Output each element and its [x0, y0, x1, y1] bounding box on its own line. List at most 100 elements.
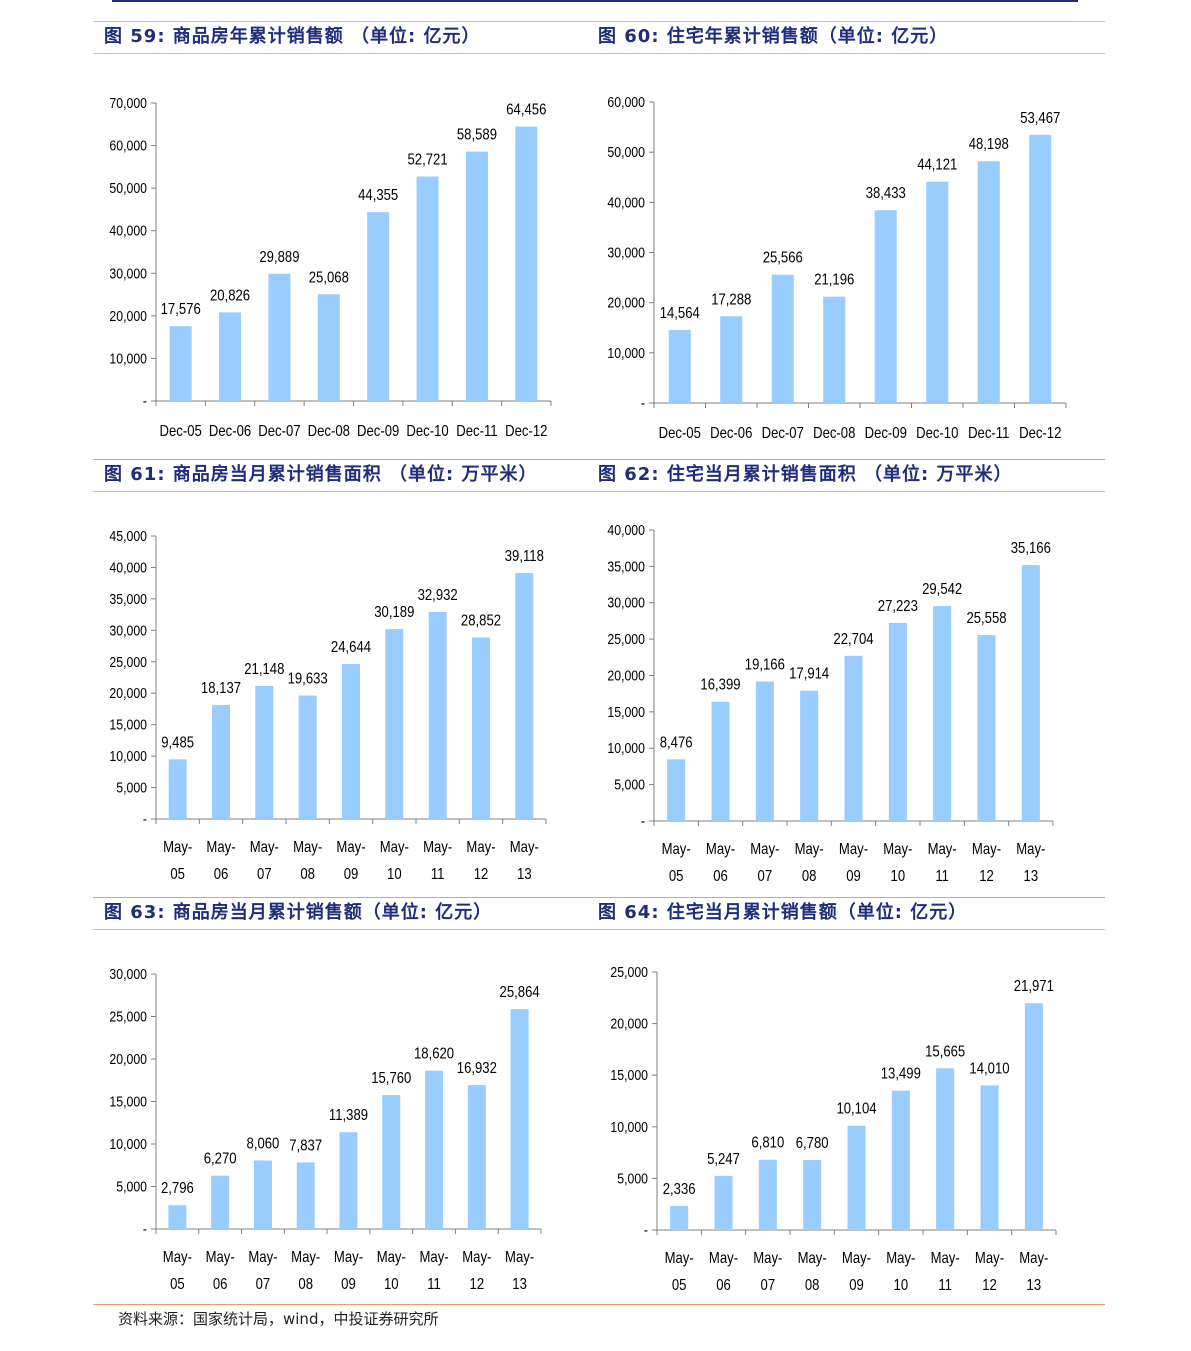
figure-63-title: 图 63: 商品房当月累计销售额（单位: 亿元）: [104, 902, 493, 923]
x-tick-label: 13: [517, 866, 532, 883]
x-tick-label: May-: [293, 839, 322, 856]
bar: [472, 637, 490, 819]
bar-value-label: 9,485: [161, 734, 194, 751]
bar-value-label: 22,704: [833, 631, 873, 648]
x-tick-label: May-: [928, 841, 957, 858]
x-tick-label: Dec-06: [710, 425, 752, 442]
y-tick-label: 30,000: [607, 244, 645, 260]
x-tick-label: 06: [716, 1277, 731, 1294]
x-tick-label: 06: [713, 868, 728, 885]
bar: [268, 273, 291, 401]
x-tick-label: 11: [431, 866, 445, 883]
bar: [515, 572, 534, 819]
x-tick-label: 13: [1027, 1277, 1042, 1294]
bar-value-label: 6,780: [796, 1135, 829, 1152]
bar: [844, 655, 863, 821]
bar: [668, 329, 691, 403]
x-tick-label: 12: [979, 868, 994, 885]
bar: [168, 1205, 187, 1229]
x-tick-label: Dec-10: [406, 423, 448, 440]
chart-60: - 10,000 20,000 30,000 40,000 50,000 60,000 14,…: [588, 80, 1088, 452]
y-tick-label: 10,000: [109, 748, 147, 764]
x-tick-label: 12: [470, 1276, 485, 1293]
bar: [317, 294, 340, 401]
x-tick-label: 07: [256, 1276, 271, 1293]
y-tick-label: 30,000: [607, 595, 645, 611]
section-3-top-rule: [93, 897, 1105, 898]
x-tick-label: May-: [419, 1249, 448, 1266]
x-tick-label: May-: [886, 1250, 915, 1267]
y-tick-label: 10,000: [607, 740, 645, 756]
chart-62: - 5,000 10,000 15,000 20,000 25,000 30,000 35,0…: [588, 510, 1088, 895]
chart-64-svg: - 5,000 10,000 15,000 20,000 25,000 2,336 May- 0…: [610, 964, 1057, 1294]
y-tick-label: 5,000: [617, 1170, 648, 1186]
x-tick-label: May-: [883, 841, 912, 858]
bar-value-label: 39,118: [505, 548, 544, 565]
chart-59-svg: - 10,000 20,000 30,000 40,000 50,000 60,000 70,…: [109, 95, 552, 440]
bar-value-label: 6,810: [751, 1135, 784, 1152]
bar-value-label: 8,060: [247, 1135, 280, 1152]
bar-value-label: 17,288: [711, 291, 751, 308]
y-tick-label: -: [644, 1222, 648, 1238]
chart-62-svg: - 5,000 10,000 15,000 20,000 25,000 30,000 35,0…: [607, 522, 1054, 885]
x-tick-label: 12: [982, 1277, 997, 1294]
y-tick-label: 60,000: [109, 137, 147, 153]
x-tick-label: May-: [380, 839, 409, 856]
chart-61-svg: - 5,000 10,000 15,000 20,000 25,000 30,000 35,0…: [109, 528, 547, 883]
bar: [298, 695, 317, 819]
y-tick-label: 20,000: [109, 1051, 147, 1067]
x-tick-label: May-: [662, 841, 691, 858]
y-tick-label: -: [143, 393, 147, 409]
y-tick-label: 15,000: [607, 704, 645, 720]
bar: [382, 1095, 401, 1229]
x-tick-label: 08: [300, 866, 315, 883]
bar-value-label: 19,166: [745, 656, 785, 673]
bar-value-label: 27,223: [878, 598, 918, 615]
x-tick-label: 10: [387, 866, 402, 883]
bar: [1024, 1003, 1043, 1230]
x-tick-label: May-: [975, 1250, 1004, 1267]
bar-value-label: 6,270: [204, 1151, 237, 1168]
x-tick-label: May-: [377, 1249, 406, 1266]
y-tick-label: 30,000: [109, 265, 147, 281]
figure-64-title: 图 64: 住宅当月累计销售额（单位: 亿元）: [598, 902, 968, 923]
x-tick-label: Dec-05: [659, 425, 701, 442]
bar: [874, 210, 897, 403]
x-tick-label: Dec-11: [968, 425, 1009, 442]
x-tick-label: May-: [462, 1249, 491, 1266]
bar-value-label: 25,566: [763, 250, 803, 267]
y-tick-label: 40,000: [607, 522, 645, 538]
bar-value-label: 13,499: [881, 1066, 921, 1083]
bar-value-label: 25,558: [966, 610, 1006, 627]
bar: [510, 1009, 529, 1229]
bar-value-label: 29,542: [922, 581, 962, 598]
x-tick-label: May-: [423, 839, 452, 856]
y-tick-label: -: [143, 1221, 147, 1237]
x-tick-label: 07: [257, 866, 272, 883]
x-tick-label: 10: [894, 1277, 909, 1294]
y-tick-label: 40,000: [109, 223, 147, 239]
x-tick-label: May-: [505, 1249, 534, 1266]
bar: [755, 681, 774, 821]
chart-61: - 5,000 10,000 15,000 20,000 25,000 30,000 35,0…: [93, 510, 583, 895]
x-tick-label: May-: [709, 1250, 738, 1267]
y-tick-label: 10,000: [109, 1136, 147, 1152]
section-3-title-rule: [93, 929, 1105, 930]
bar-value-label: 11,389: [329, 1107, 368, 1124]
bar: [219, 312, 242, 401]
x-tick-label: May-: [931, 1250, 960, 1267]
bar-value-label: 48,198: [969, 136, 1009, 153]
chart-60-svg: - 10,000 20,000 30,000 40,000 50,000 60,000 14,…: [607, 94, 1067, 442]
chart-63: - 5,000 10,000 15,000 20,000 25,000 30,000 2,79…: [93, 950, 583, 1300]
y-tick-label: 10,000: [610, 1119, 648, 1135]
y-tick-label: 20,000: [109, 685, 147, 701]
x-tick-label: May-: [206, 1249, 235, 1266]
bar-value-label: 18,620: [414, 1046, 454, 1063]
x-tick-label: 08: [805, 1277, 820, 1294]
x-tick-label: May-: [163, 839, 192, 856]
bar-value-label: 44,355: [358, 187, 398, 204]
x-tick-label: 10: [384, 1276, 399, 1293]
bar: [1029, 134, 1052, 404]
x-tick-label: Dec-12: [1019, 425, 1061, 442]
bar-value-label: 17,576: [161, 301, 201, 318]
